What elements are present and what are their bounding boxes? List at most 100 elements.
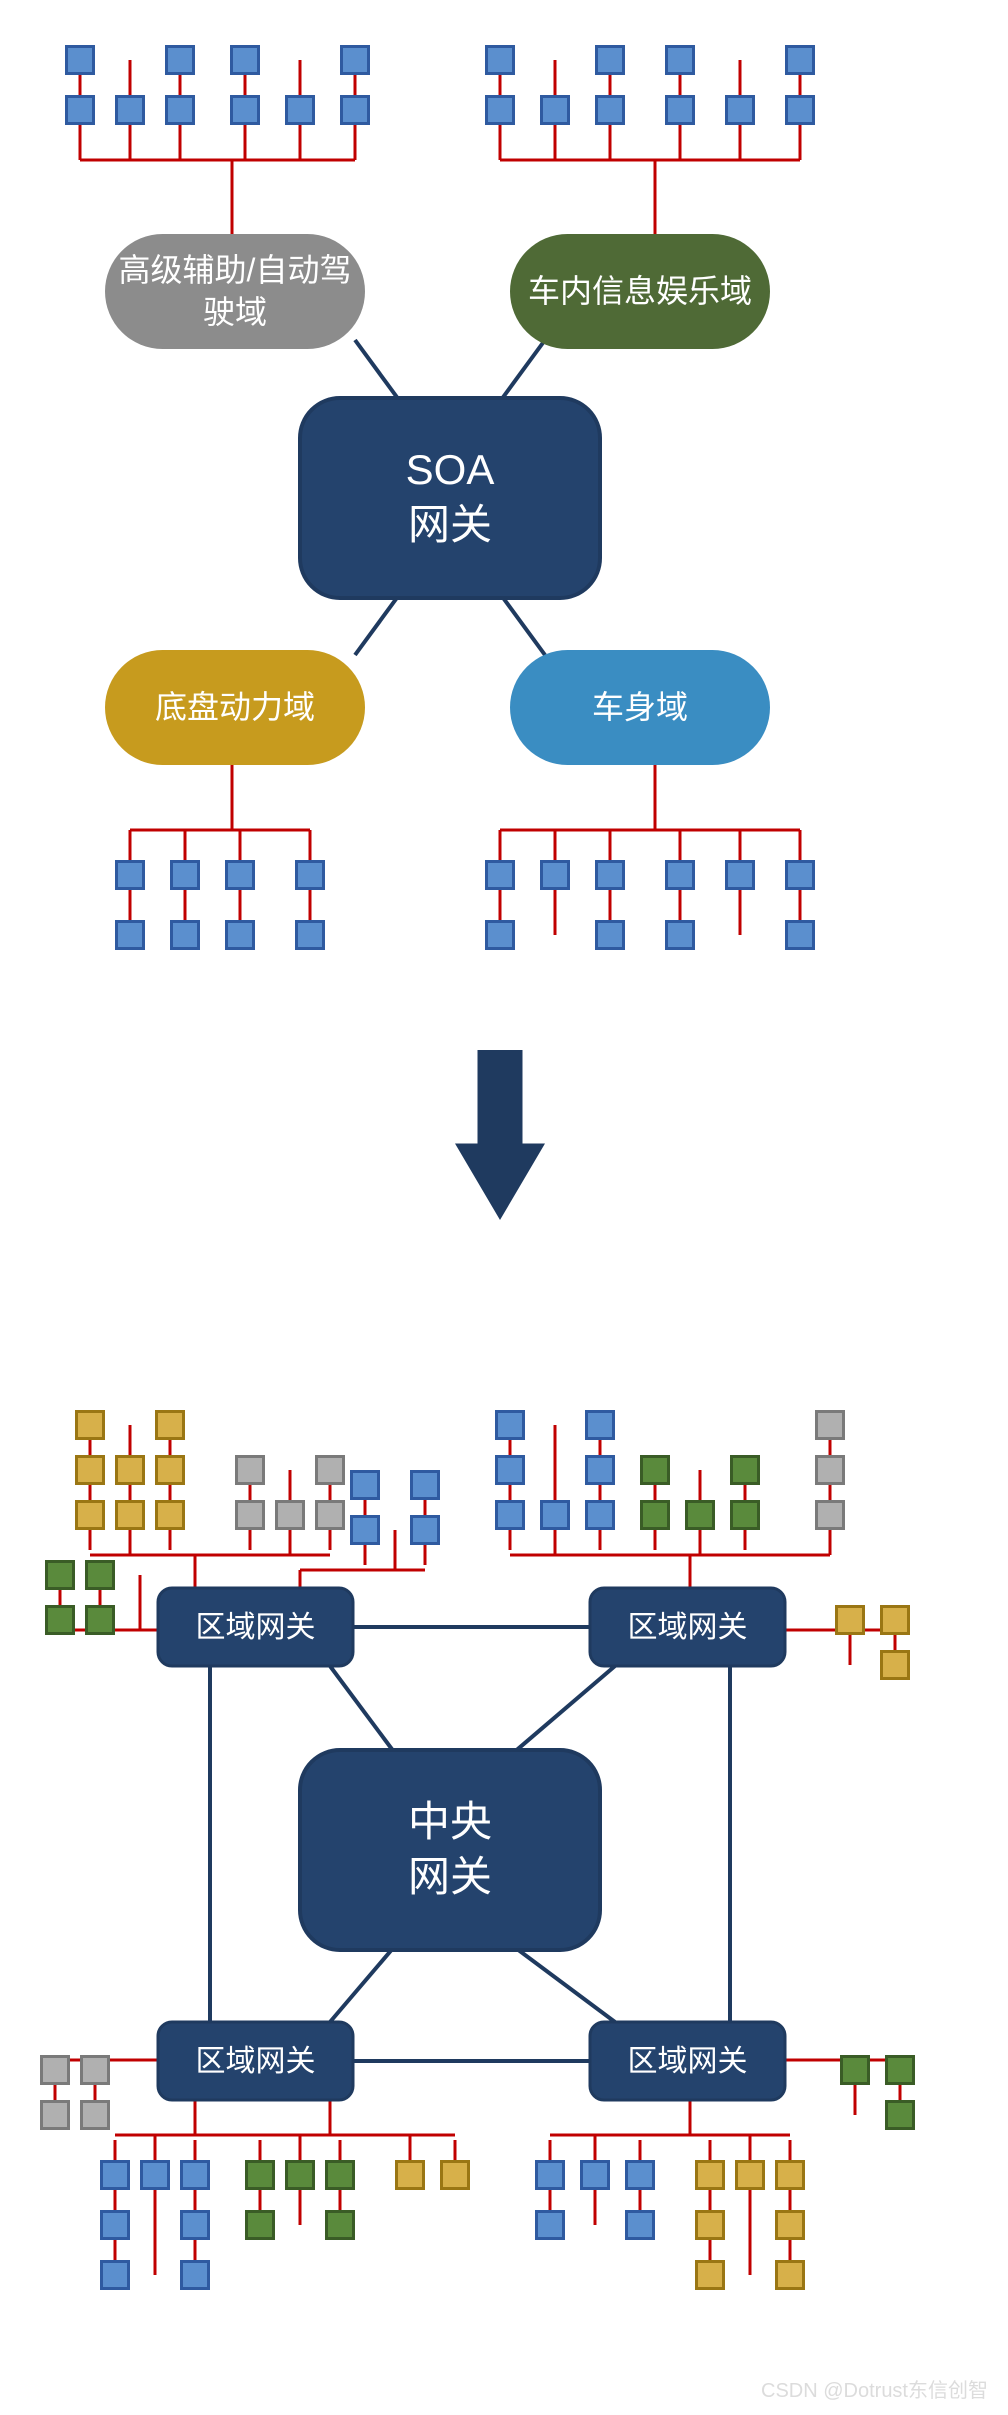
ecu-square	[785, 920, 815, 950]
ecu-square	[785, 95, 815, 125]
ecu-square	[885, 2100, 915, 2130]
ecu-square	[75, 1500, 105, 1530]
ecu-square	[695, 2210, 725, 2240]
zone-gateway-z2: 区域网关	[590, 1588, 785, 1666]
ecu-square	[100, 2260, 130, 2290]
ecu-square	[115, 920, 145, 950]
ecu-square	[350, 1470, 380, 1500]
ecu-square	[315, 1500, 345, 1530]
ecu-square	[115, 1455, 145, 1485]
ecu-square	[285, 2160, 315, 2190]
ecu-square	[815, 1455, 845, 1485]
ecu-square	[730, 1455, 760, 1485]
domain-body: 车身域	[510, 650, 770, 765]
ecu-square	[695, 2160, 725, 2190]
ecu-square	[485, 860, 515, 890]
ecu-square	[540, 860, 570, 890]
zone-gateway-z4: 区域网关	[590, 2022, 785, 2100]
ecu-square	[735, 2160, 765, 2190]
ecu-square	[165, 45, 195, 75]
ecu-square	[495, 1500, 525, 1530]
ecu-square	[775, 2160, 805, 2190]
watermark: CSDN @Dotrust东信创智	[761, 2374, 988, 2403]
ecu-square	[395, 2160, 425, 2190]
ecu-square	[325, 2210, 355, 2240]
ecu-square	[625, 2210, 655, 2240]
connector-lines	[0, 0, 1008, 2415]
ecu-square	[235, 1455, 265, 1485]
ecu-square	[245, 2160, 275, 2190]
ecu-square	[180, 2260, 210, 2290]
ecu-square	[585, 1410, 615, 1440]
domain-ivi: 车内信息娱乐域	[510, 234, 770, 349]
ecu-square	[40, 2055, 70, 2085]
ecu-square	[535, 2210, 565, 2240]
ecu-square	[65, 45, 95, 75]
ecu-square	[115, 860, 145, 890]
ecu-square	[100, 2160, 130, 2190]
ecu-square	[275, 1500, 305, 1530]
soa-gateway: SOA网关	[300, 398, 600, 598]
ecu-square	[685, 1500, 715, 1530]
ecu-square	[785, 860, 815, 890]
ecu-square	[640, 1500, 670, 1530]
ecu-square	[340, 45, 370, 75]
ecu-square	[880, 1605, 910, 1635]
ecu-square	[80, 2100, 110, 2130]
ecu-square	[170, 860, 200, 890]
ecu-square	[880, 1650, 910, 1680]
ecu-square	[230, 45, 260, 75]
ecu-square	[155, 1410, 185, 1440]
ecu-square	[665, 860, 695, 890]
ecu-square	[595, 45, 625, 75]
ecu-square	[115, 95, 145, 125]
ecu-square	[585, 1455, 615, 1485]
ecu-square	[580, 2160, 610, 2190]
ecu-square	[235, 1500, 265, 1530]
ecu-square	[225, 920, 255, 950]
ecu-square	[340, 95, 370, 125]
ecu-square	[65, 95, 95, 125]
ecu-square	[410, 1470, 440, 1500]
ecu-square	[485, 920, 515, 950]
ecu-square	[85, 1560, 115, 1590]
ecu-square	[840, 2055, 870, 2085]
ecu-square	[75, 1410, 105, 1440]
ecu-square	[40, 2100, 70, 2130]
ecu-square	[625, 2160, 655, 2190]
ecu-square	[170, 920, 200, 950]
ecu-square	[665, 95, 695, 125]
ecu-square	[100, 2210, 130, 2240]
ecu-square	[535, 2160, 565, 2190]
ecu-square	[785, 45, 815, 75]
ecu-square	[350, 1515, 380, 1545]
zone-gateway-z3: 区域网关	[158, 2022, 353, 2100]
ecu-square	[115, 1500, 145, 1530]
ecu-square	[180, 2210, 210, 2240]
zone-gateway-z1: 区域网关	[158, 1588, 353, 1666]
ecu-square	[440, 2160, 470, 2190]
ecu-square	[325, 2160, 355, 2190]
ecu-square	[155, 1455, 185, 1485]
ecu-square	[285, 95, 315, 125]
ecu-square	[495, 1410, 525, 1440]
domain-adas: 高级辅助/自动驾驶域	[105, 234, 365, 349]
ecu-square	[835, 1605, 865, 1635]
ecu-square	[775, 2210, 805, 2240]
ecu-square	[775, 2260, 805, 2290]
ecu-square	[730, 1500, 760, 1530]
ecu-square	[540, 95, 570, 125]
ecu-square	[695, 2260, 725, 2290]
ecu-square	[245, 2210, 275, 2240]
ecu-square	[295, 920, 325, 950]
ecu-square	[155, 1500, 185, 1530]
ecu-square	[225, 860, 255, 890]
ecu-square	[815, 1500, 845, 1530]
ecu-square	[665, 45, 695, 75]
ecu-square	[295, 860, 325, 890]
ecu-square	[725, 860, 755, 890]
ecu-square	[75, 1455, 105, 1485]
ecu-square	[725, 95, 755, 125]
ecu-square	[180, 2160, 210, 2190]
ecu-square	[45, 1605, 75, 1635]
